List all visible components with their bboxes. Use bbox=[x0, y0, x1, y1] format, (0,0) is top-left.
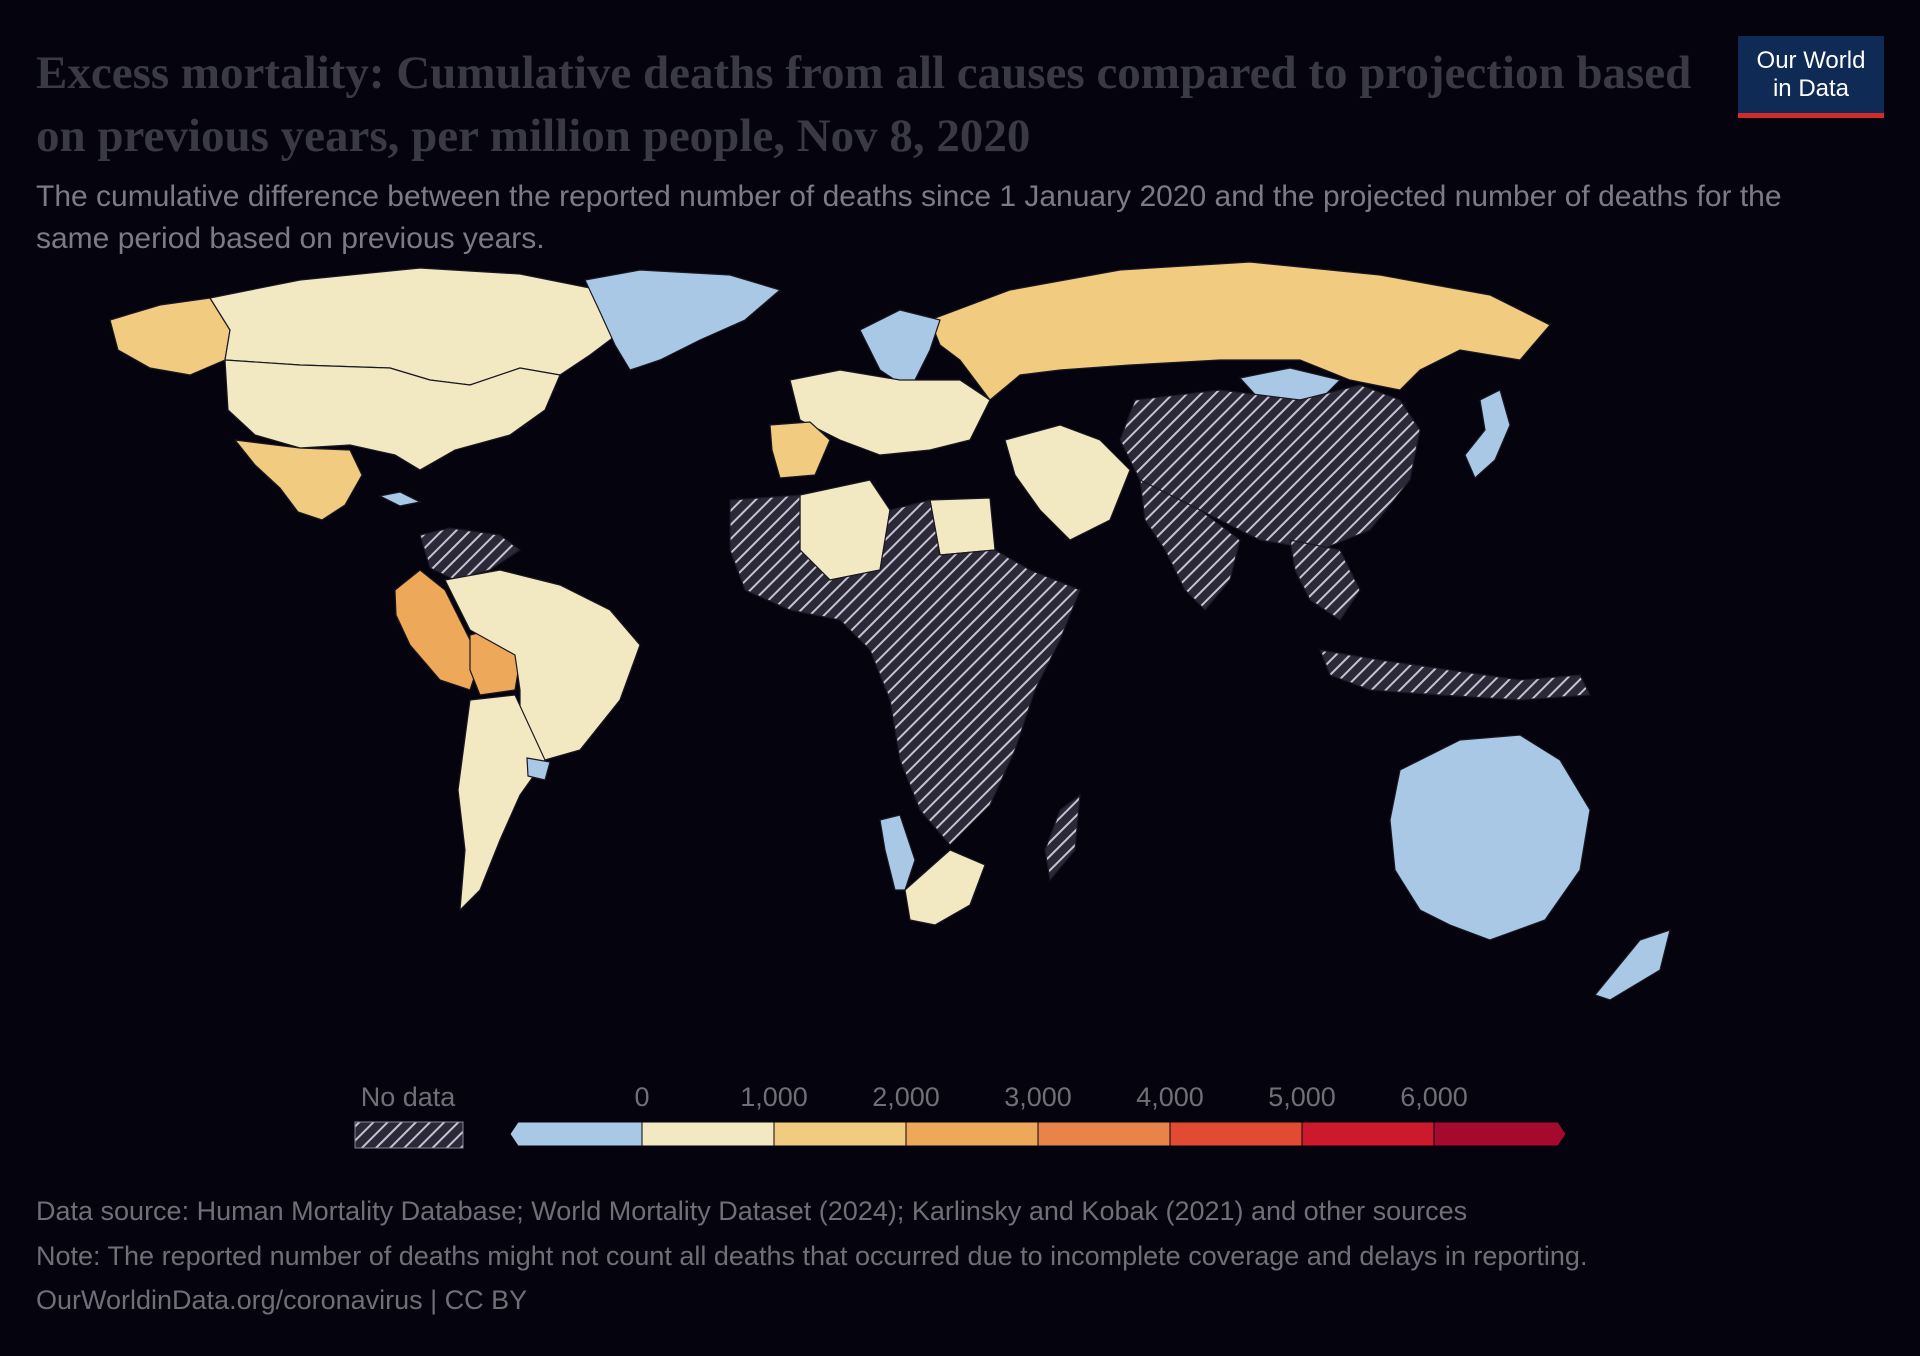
owid-logo[interactable]: Our World in Data bbox=[1738, 36, 1884, 118]
legend-bin-4[interactable] bbox=[1037, 1121, 1171, 1147]
legend-tick-label: 1,000 bbox=[740, 1082, 808, 1112]
region-colombia-venezuela[interactable] bbox=[419, 527, 522, 581]
legend-no-data-swatch bbox=[354, 1121, 464, 1149]
legend-tick-label: 2,000 bbox=[872, 1082, 940, 1112]
logo-line-2: in Data bbox=[1772, 75, 1850, 102]
region-central-africa[interactable] bbox=[729, 494, 1081, 846]
chart-note: Note: The reported number of deaths migh… bbox=[36, 1241, 1588, 1271]
region-united-states[interactable] bbox=[224, 359, 561, 471]
logo-line-1: Our World bbox=[1756, 47, 1866, 74]
legend-tick-label: 4,000 bbox=[1136, 1082, 1204, 1112]
map-legend: No data 0 1,000 2,000 3,000 4,000 5,000 6,000 bbox=[354, 1082, 1567, 1149]
region-india[interactable] bbox=[1139, 478, 1241, 611]
region-greenland[interactable] bbox=[584, 269, 782, 371]
region-madagascar[interactable] bbox=[1044, 793, 1081, 882]
region-spain[interactable] bbox=[769, 421, 831, 479]
region-australia[interactable] bbox=[1389, 734, 1591, 941]
region-japan[interactable] bbox=[1464, 389, 1511, 480]
legend-bin-7[interactable] bbox=[1433, 1121, 1567, 1147]
legend-tick-label: 6,000 bbox=[1400, 1082, 1468, 1112]
region-europe[interactable] bbox=[789, 369, 991, 456]
region-russia[interactable] bbox=[929, 261, 1551, 401]
region-indonesia[interactable] bbox=[1319, 649, 1591, 701]
legend-bin-3[interactable] bbox=[905, 1121, 1039, 1147]
legend-bin-0[interactable] bbox=[509, 1121, 643, 1147]
region-south-africa[interactable] bbox=[904, 849, 986, 926]
region-argentina[interactable] bbox=[457, 694, 546, 912]
region-egypt[interactable] bbox=[929, 497, 996, 556]
legend-bin-6[interactable] bbox=[1301, 1121, 1435, 1147]
legend-bin-5[interactable] bbox=[1169, 1121, 1303, 1147]
legend-tick-label: 3,000 bbox=[1004, 1082, 1072, 1112]
legend-bin-2[interactable] bbox=[773, 1121, 907, 1147]
legend-no-data-label: No data bbox=[361, 1082, 457, 1112]
region-mexico[interactable] bbox=[233, 439, 363, 521]
legend-tick-label: 5,000 bbox=[1268, 1082, 1336, 1112]
world-map bbox=[109, 261, 1671, 1001]
chart-credit[interactable]: OurWorldinData.org/coronavirus | CC BY bbox=[36, 1285, 528, 1315]
region-se-asia[interactable] bbox=[1289, 539, 1361, 621]
region-middle-east[interactable] bbox=[1004, 424, 1131, 541]
data-source: Data source: Human Mortality Database; W… bbox=[36, 1196, 1468, 1226]
region-namibia[interactable] bbox=[879, 814, 916, 891]
chart-title: Excess mortality: Cumulative deaths from… bbox=[36, 47, 1692, 162]
legend-tick-label: 0 bbox=[634, 1082, 649, 1112]
region-norway-sweden[interactable] bbox=[859, 309, 941, 391]
chart-subtitle: The cumulative difference between the re… bbox=[36, 180, 1782, 255]
region-alaska[interactable] bbox=[109, 297, 231, 376]
region-new-zealand[interactable] bbox=[1593, 929, 1671, 1001]
region-brazil[interactable] bbox=[444, 569, 641, 761]
region-cuba[interactable] bbox=[378, 491, 422, 507]
legend-bin-1[interactable] bbox=[641, 1121, 775, 1147]
region-uruguay[interactable] bbox=[526, 757, 551, 781]
